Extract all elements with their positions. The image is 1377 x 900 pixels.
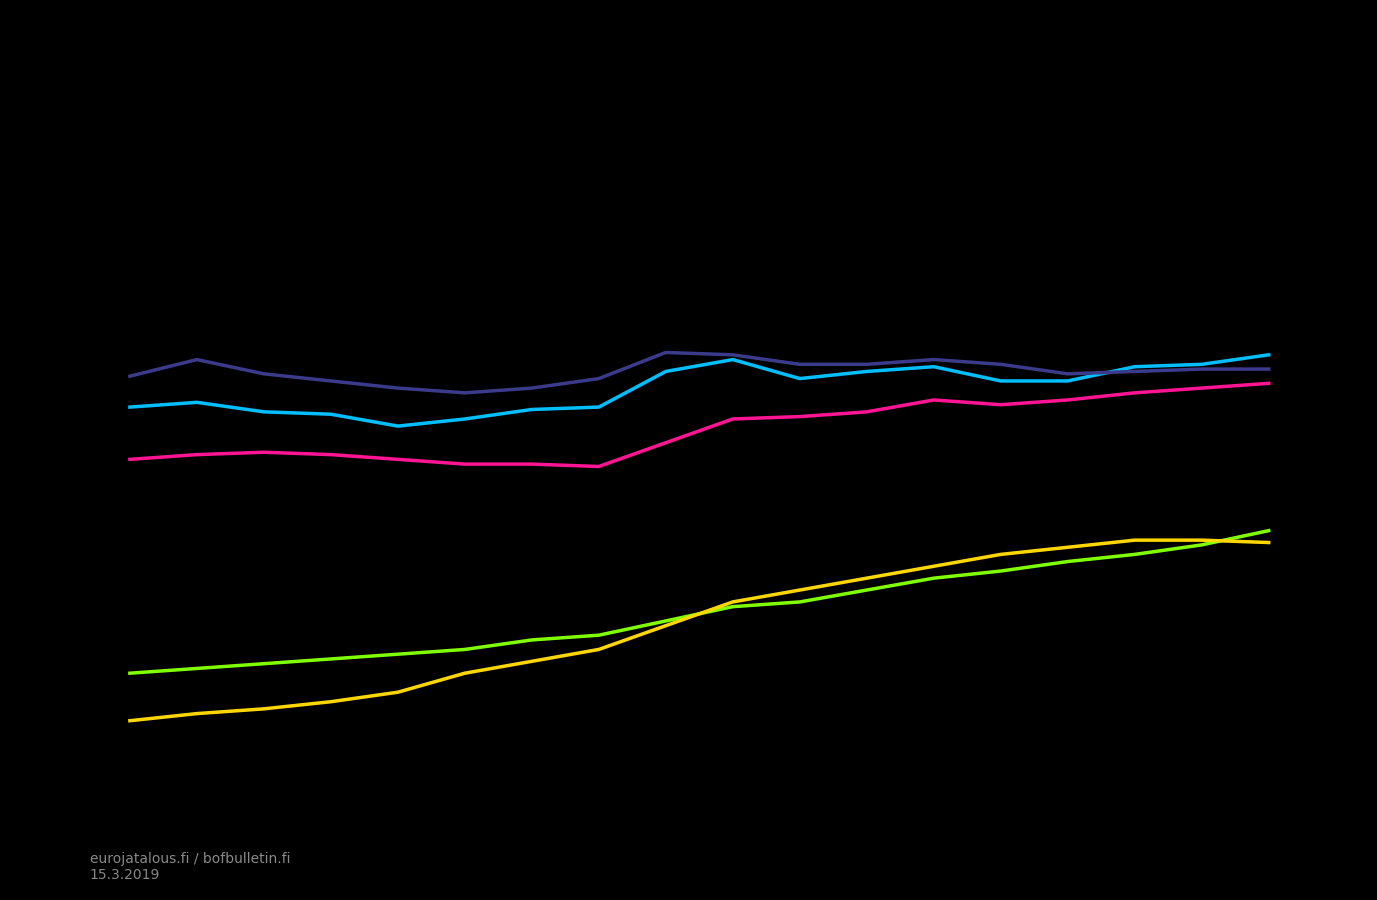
- Text: Euroalueella tutkimus- ja kehittämismenot keskimäärin selvästi pienempiä kuin Yh: Euroalueella tutkimus- ja kehittämismeno…: [160, 45, 1217, 65]
- Text: eurojatalous.fi / bofbulletin.fi
15.3.2019: eurojatalous.fi / bofbulletin.fi 15.3.20…: [90, 851, 291, 882]
